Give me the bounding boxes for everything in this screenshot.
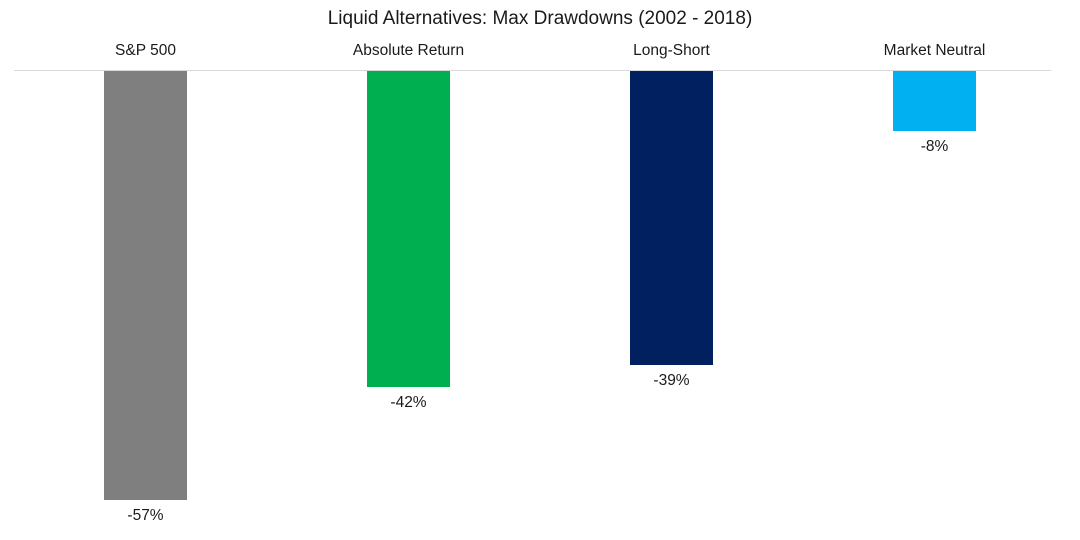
category-label-s-p-500: S&P 500 xyxy=(115,42,176,59)
bar-s-p-500 xyxy=(104,71,187,500)
bar-long-short xyxy=(630,71,713,365)
bar-absolute-return xyxy=(367,71,450,388)
category-label-market-neutral: Market Neutral xyxy=(883,42,986,59)
value-label-market-neutral: -8% xyxy=(920,138,949,156)
category-label-long-short: Long-Short xyxy=(633,42,710,59)
value-label-s-p-500: -57% xyxy=(127,507,164,524)
zero-axis-line xyxy=(14,70,1051,71)
category-label-absolute-return: Absolute Return xyxy=(352,42,465,59)
value-label-long-short: -39% xyxy=(653,371,690,389)
chart-title: Liquid Alternatives: Max Drawdowns (2002… xyxy=(327,8,753,29)
value-label-absolute-return: -42% xyxy=(390,394,427,412)
bar-market-neutral xyxy=(893,71,976,132)
